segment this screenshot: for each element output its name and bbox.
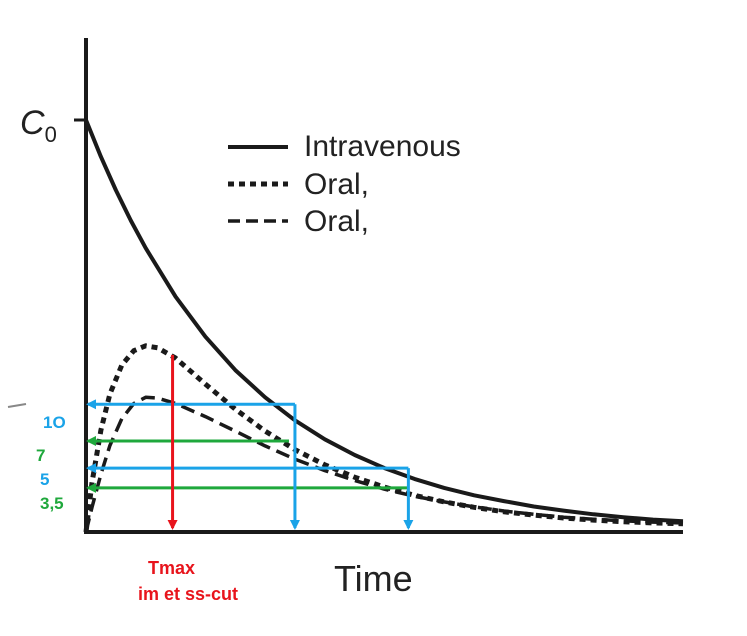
- legend-label-intravenous: Intravenous: [304, 130, 461, 163]
- tmax-sublabel: im et ss-cut: [138, 584, 238, 604]
- y-annotation-7: 7: [36, 446, 45, 465]
- series-line-solid: [84, 119, 684, 524]
- curves: [83, 119, 684, 533]
- legend-label-oral-1: Oral,: [304, 168, 369, 201]
- y-annotation-10: 1O: [43, 413, 66, 432]
- series-line-dashed: [84, 395, 684, 533]
- y-annotation-3-5: 3,5: [40, 494, 64, 513]
- y-axis-label: C0: [20, 104, 57, 147]
- x-axis-label: Time: [334, 558, 413, 599]
- stray-tick-mark: [7, 403, 27, 408]
- tmax-label: Tmax: [148, 558, 195, 578]
- legend-label-oral-2: Oral,: [304, 205, 369, 238]
- annotation-arrows: [86, 354, 414, 530]
- y-axis-label-sub: 0: [45, 122, 57, 147]
- series-line-dotted: [83, 343, 684, 533]
- legend: Intravenous Oral, Oral,: [228, 130, 461, 238]
- y-axis-label-main: C: [20, 104, 45, 142]
- y-annotation-5: 5: [40, 470, 49, 489]
